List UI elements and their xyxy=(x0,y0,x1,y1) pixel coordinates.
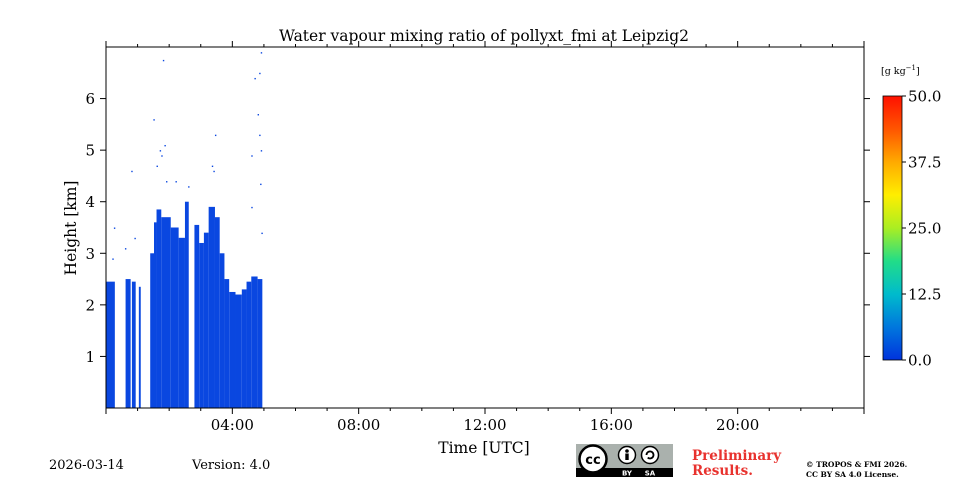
data-column xyxy=(161,217,171,408)
data-point xyxy=(251,155,253,157)
by-icon-body xyxy=(625,453,629,460)
data-column xyxy=(203,232,209,408)
copyright-line-2: CC BY SA 4.0 License. xyxy=(806,470,899,479)
x-tick-label: 04:00 xyxy=(211,416,254,434)
data-point xyxy=(260,150,263,152)
x-tick-label: 20:00 xyxy=(716,416,759,434)
data-point xyxy=(113,227,116,229)
colorbar-gradient xyxy=(882,95,903,361)
chart-title: Water vapour mixing ratio of pollyxt_fmi… xyxy=(279,27,689,45)
footer-date: 2026-03-14 xyxy=(49,458,124,473)
y-tick-label: 1 xyxy=(85,348,95,366)
data-point xyxy=(188,186,190,188)
data-column xyxy=(235,294,242,408)
cc-icon-text: cc xyxy=(585,453,600,468)
data-point xyxy=(211,165,214,168)
x-tick-label: 12:00 xyxy=(463,416,506,434)
data-column xyxy=(154,222,157,408)
data-column xyxy=(241,289,247,408)
data-column xyxy=(208,206,215,408)
y-tick-label: 3 xyxy=(85,245,95,263)
colorbar-tick-label: 37.5 xyxy=(908,154,941,172)
footer-version: Version: 4.0 xyxy=(192,458,271,473)
data-column xyxy=(156,209,162,408)
sa-icon xyxy=(640,445,660,465)
copyright-line-1: © TROPOS & FMI 2026. xyxy=(806,460,908,469)
data-point xyxy=(161,155,163,157)
data-point xyxy=(134,237,136,240)
data-column xyxy=(199,242,204,408)
data-column xyxy=(184,201,189,408)
data-column xyxy=(219,253,225,408)
data-point xyxy=(213,170,215,173)
y-tick-label: 2 xyxy=(85,296,95,314)
by-label: BY xyxy=(622,470,633,478)
y-axis: 1 2 3 4 5 6 xyxy=(85,90,870,366)
colorbar-ticks: 0.0 12.5 25.0 37.5 50.0 xyxy=(902,88,941,370)
badge-strip xyxy=(576,468,673,477)
data-column xyxy=(229,291,236,408)
data-point xyxy=(214,134,217,137)
data-column xyxy=(214,217,220,408)
data-point xyxy=(156,165,158,168)
data-column xyxy=(125,279,131,408)
y-axis-label: Height [km] xyxy=(62,181,80,276)
cc-license-badge: cc BY SA xyxy=(576,444,673,477)
copyright-notice: © TROPOS & FMI 2026. CC BY SA 4.0 Licens… xyxy=(806,460,907,480)
x-tick-label: 08:00 xyxy=(337,416,380,434)
data-point xyxy=(131,170,133,173)
data-point xyxy=(259,72,261,75)
sa-label: SA xyxy=(645,470,656,478)
y-tick-label: 4 xyxy=(85,193,95,211)
colorbar-tick-label: 12.5 xyxy=(908,286,941,304)
data-point xyxy=(124,248,127,250)
data-point xyxy=(166,181,168,183)
sa-icon-arrow xyxy=(645,450,655,460)
data-column xyxy=(178,237,185,408)
data-column xyxy=(194,224,200,408)
data-point xyxy=(257,114,259,116)
x-axis: 04:00 08:00 12:00 16:00 20:00 xyxy=(105,41,865,434)
x-tick-label: 16:00 xyxy=(590,416,633,434)
data-point xyxy=(251,206,253,209)
preliminary-line-2: Results. xyxy=(692,463,753,479)
data-column xyxy=(170,227,179,408)
y-tick-label: 5 xyxy=(85,142,95,160)
data-column xyxy=(224,279,230,408)
cc-icon xyxy=(578,444,608,474)
by-icon-head xyxy=(625,449,629,453)
preliminary-notice: Preliminary Results. xyxy=(692,449,781,479)
colorbar-tick-label: 0.0 xyxy=(908,352,932,370)
colorbar-tick-label: 25.0 xyxy=(908,220,941,238)
data-point xyxy=(164,144,166,147)
data-point xyxy=(259,134,261,137)
colorbar-tick-label: 50.0 xyxy=(908,88,941,106)
colorbar: [g kg−1] 0.0 12.5 25.0 37.5 50.0 xyxy=(881,64,941,370)
data-column xyxy=(138,286,141,408)
data-point xyxy=(153,119,155,121)
data-column xyxy=(106,281,115,408)
data-column xyxy=(246,281,252,408)
data-point xyxy=(159,150,162,152)
data-column xyxy=(150,253,155,408)
data-point xyxy=(254,77,256,80)
x-axis-label: Time [UTC] xyxy=(438,439,529,457)
data-column xyxy=(131,281,136,408)
y-tick-label: 6 xyxy=(85,90,95,108)
colorbar-unit-label: [g kg−1] xyxy=(881,64,920,77)
data-layer xyxy=(106,52,263,408)
data-point xyxy=(260,52,263,54)
data-point xyxy=(260,183,262,186)
data-column xyxy=(251,276,258,408)
data-point xyxy=(175,181,177,183)
data-point xyxy=(112,258,114,260)
plot-area: 04:00 08:00 12:00 16:00 20:00 1 2 3 4 5 6 xyxy=(85,41,870,434)
data-point xyxy=(261,232,263,235)
data-column xyxy=(257,279,263,408)
data-point xyxy=(162,59,165,62)
preliminary-line-1: Preliminary xyxy=(692,448,782,464)
